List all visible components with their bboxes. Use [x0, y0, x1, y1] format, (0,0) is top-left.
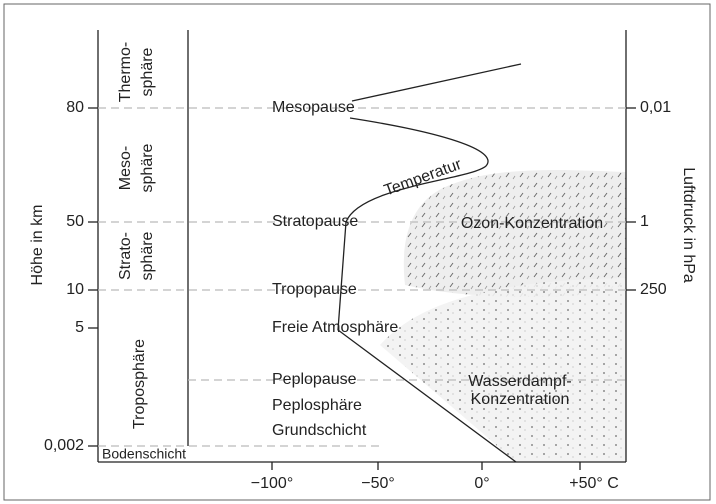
tick-label: −50° [361, 475, 395, 492]
tick-label: 0° [474, 475, 489, 492]
layer-name: Meso- [117, 146, 134, 190]
level-name: Freie Atmosphäre [272, 319, 398, 336]
level-name: Mesopause [272, 99, 355, 116]
tick-label: 5 [75, 319, 84, 336]
tick-label: 0,002 [44, 437, 84, 454]
layer-name: Strato- [117, 232, 134, 280]
layer-name: sphäre [139, 47, 156, 96]
tick-label: 250 [640, 281, 667, 298]
tick-label: −100° [251, 475, 293, 492]
tick-label: 10 [66, 281, 84, 298]
layer-name: Troposphäre [131, 339, 148, 429]
level-name: Tropopause [272, 281, 357, 298]
level-name: Peplosphäre [272, 397, 362, 414]
left-ticks: 80 50 10 5 0,002 [44, 99, 98, 454]
left-axis-title: Höhe in km [29, 205, 46, 286]
layer-name: sphäre [139, 143, 156, 192]
outer-frame [3, 3, 711, 501]
ozone-area [403, 169, 626, 297]
layer-name: Thermo- [117, 42, 134, 102]
temperature-curve [337, 63, 522, 463]
tick-label: +50° C [569, 475, 619, 492]
tick-label: 0,01 [640, 99, 671, 116]
layer-name: Bodenschicht [102, 446, 186, 462]
layer-name: sphäre [139, 231, 156, 280]
region-label: Wasserdampf- [468, 373, 571, 390]
level-name: Grundschicht [272, 422, 367, 439]
level-name: Stratopause [272, 213, 358, 230]
right-axis-title: Luftdruck in hPa [680, 167, 697, 283]
tick-label: 1 [640, 213, 649, 230]
bottom-ticks: −100° −50° 0° +50° C [251, 462, 619, 492]
region-label: Konzentration [471, 391, 570, 408]
level-name: Peplopause [272, 371, 357, 388]
region-label: Ozon-Konzentration [461, 215, 603, 232]
tick-label: 80 [66, 99, 84, 116]
water-area [380, 278, 626, 462]
tick-label: 50 [66, 213, 84, 230]
right-ticks: 0,01 1 250 [626, 99, 671, 298]
